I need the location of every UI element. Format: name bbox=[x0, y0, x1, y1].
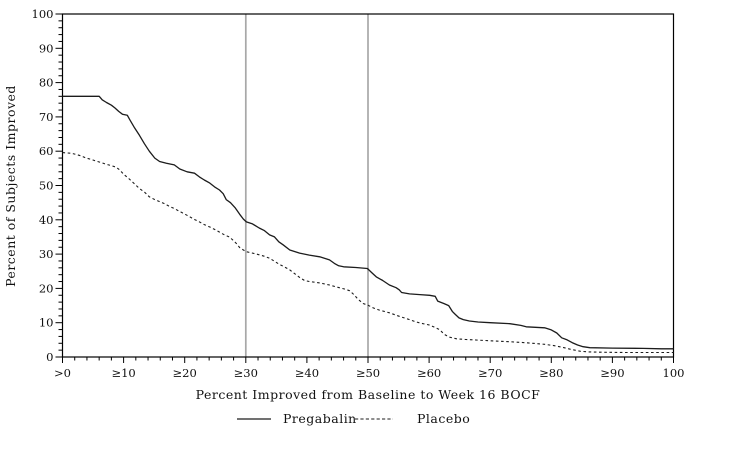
y-tick-label: 30 bbox=[39, 247, 54, 261]
y-tick-label: 100 bbox=[32, 7, 54, 21]
legend-placebo-label: Placebo bbox=[417, 411, 470, 426]
x-tick-label: ≥30 bbox=[234, 366, 258, 380]
y-tick-label: 20 bbox=[39, 281, 54, 295]
y-tick-label: 10 bbox=[39, 316, 54, 330]
x-tick-label: ≥80 bbox=[539, 366, 563, 380]
x-tick-label: ≥60 bbox=[417, 366, 441, 380]
x-tick-label: ≥10 bbox=[111, 366, 135, 380]
x-tick-label: ≥70 bbox=[478, 366, 502, 380]
y-tick-label: 40 bbox=[39, 213, 54, 227]
y-tick-label: 80 bbox=[39, 76, 54, 90]
x-tick-label: ≥40 bbox=[295, 366, 319, 380]
x-tick-label: ≥90 bbox=[600, 366, 624, 380]
series-pregabalin-curve bbox=[62, 95, 674, 350]
y-tick-label: 50 bbox=[39, 179, 54, 193]
ticks-group: >0 ≥10 ≥20 ≥30 ≥40 ≥50 ≥60 ≥70 ≥80 ≥90 100 0 10 20 30 4… bbox=[32, 7, 685, 380]
y-tick-label: 90 bbox=[39, 41, 54, 55]
x-axis-title: Percent Improved from Baseline to Week 1… bbox=[196, 387, 541, 402]
y-tick-label: 60 bbox=[39, 144, 54, 158]
x-tick-label: 100 bbox=[663, 366, 685, 380]
legend: Pregabalin Placebo bbox=[237, 411, 470, 426]
series-group bbox=[62, 95, 674, 354]
x-tick-label: ≥20 bbox=[173, 366, 197, 380]
legend-pregabalin-label: Pregabalin bbox=[283, 411, 357, 426]
x-tick-label: ≥50 bbox=[356, 366, 380, 380]
reference-lines-group bbox=[244, 14, 369, 357]
x-tick-label: >0 bbox=[54, 366, 71, 380]
y-tick-label: 0 bbox=[46, 350, 53, 364]
y-tick-label: 70 bbox=[39, 110, 54, 124]
y-axis-title: Percent of Subjects Improved bbox=[3, 85, 18, 287]
